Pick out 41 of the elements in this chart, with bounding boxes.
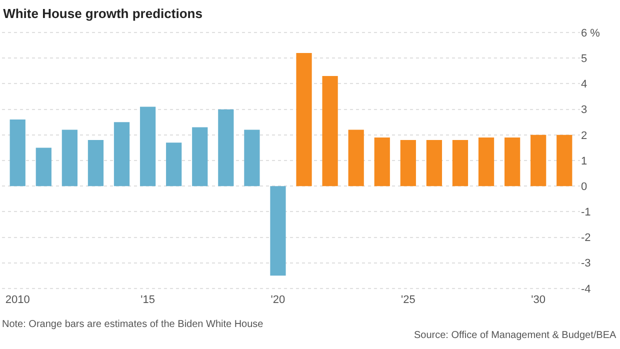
- chart-title: White House growth predictions: [3, 6, 202, 21]
- bar: [88, 140, 104, 186]
- bar: [478, 137, 494, 186]
- bar: [140, 106, 156, 186]
- bar: [504, 137, 520, 186]
- y-tick-label: -2: [581, 232, 591, 244]
- y-tick-label: 3: [581, 104, 588, 116]
- bar: [426, 140, 442, 186]
- y-tick-label: -3: [581, 258, 591, 270]
- bar: [218, 109, 234, 186]
- bar: [244, 130, 260, 186]
- bar: [322, 76, 338, 186]
- bar: [62, 130, 78, 186]
- y-tick-label: 0: [581, 180, 588, 193]
- text: Note: Orange bars are estimates of the Biden White House: [2, 319, 264, 330]
- bar: [10, 120, 26, 186]
- x-tick-label: '30: [531, 294, 546, 306]
- x-tick-label: '15: [140, 294, 155, 306]
- bar: [36, 148, 52, 186]
- bar: [452, 140, 468, 186]
- bar: [530, 134, 546, 186]
- bar: [296, 53, 312, 186]
- y-tick-label: -4: [581, 283, 591, 296]
- x-tick-label: '20: [270, 294, 286, 306]
- source-note: Source: Office of Management & Budget/BEA: [414, 330, 616, 341]
- bar: [348, 130, 364, 186]
- bar: [114, 122, 130, 186]
- x-tick-label: 2010: [5, 294, 30, 306]
- bar: [374, 137, 390, 186]
- bar: [556, 134, 572, 186]
- y-tick-label: -1: [581, 206, 591, 219]
- y-tick-label: 1: [581, 155, 588, 168]
- y-tick-label: 2: [581, 130, 588, 142]
- bar: [270, 186, 286, 276]
- y-tick-label: 5: [581, 53, 588, 65]
- x-tick-label: '25: [400, 294, 416, 306]
- y-tick-label: 6 %: [581, 27, 600, 40]
- bar: [192, 127, 208, 186]
- y-tick-label: 4: [581, 78, 588, 91]
- bar: [166, 142, 182, 186]
- bar: [400, 140, 416, 186]
